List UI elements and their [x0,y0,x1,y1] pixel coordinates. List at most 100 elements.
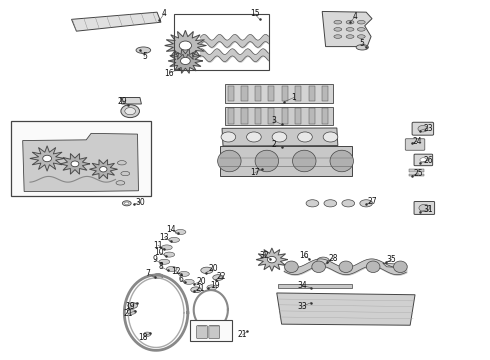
Polygon shape [23,134,139,192]
Ellipse shape [118,161,126,165]
Text: 13: 13 [160,233,169,242]
Text: 17: 17 [250,168,260,177]
Ellipse shape [128,303,138,309]
Bar [228,108,234,124]
Bar [11,121,151,196]
Text: 25: 25 [414,169,423,178]
Text: 4: 4 [162,9,167,18]
Bar [295,86,301,102]
Bar [282,108,288,124]
Ellipse shape [161,245,172,250]
Ellipse shape [293,150,316,172]
Ellipse shape [121,171,130,176]
Ellipse shape [334,21,342,24]
Text: 16: 16 [299,251,308,260]
Text: 5: 5 [143,52,147,61]
Text: 34: 34 [298,281,308,290]
Polygon shape [383,263,405,268]
Ellipse shape [393,261,407,273]
Ellipse shape [246,132,261,142]
Ellipse shape [312,261,325,273]
Ellipse shape [334,35,342,39]
Ellipse shape [323,132,338,142]
Polygon shape [277,293,415,325]
Text: 9: 9 [152,255,157,264]
Text: 1: 1 [292,93,296,102]
Ellipse shape [418,126,428,132]
Bar [409,174,424,176]
Ellipse shape [136,47,151,53]
Ellipse shape [201,267,213,274]
Text: 33: 33 [298,302,308,311]
Bar [322,86,328,102]
Ellipse shape [218,150,241,172]
Text: 21: 21 [196,284,205,293]
Bar [268,86,274,102]
Ellipse shape [346,21,354,24]
Polygon shape [256,248,288,271]
Text: 16: 16 [165,69,174,78]
Ellipse shape [346,35,354,39]
Ellipse shape [124,202,129,204]
Text: 15: 15 [250,9,260,18]
FancyBboxPatch shape [196,325,207,338]
Bar [255,86,261,102]
Text: 31: 31 [423,205,433,214]
Text: 29: 29 [117,96,127,105]
Bar [268,108,274,124]
Text: 21: 21 [124,309,133,318]
Ellipse shape [153,274,163,279]
Text: 28: 28 [328,254,338,263]
Ellipse shape [183,279,194,284]
Text: 5: 5 [360,39,365,48]
Polygon shape [168,49,202,73]
FancyBboxPatch shape [405,139,425,150]
Ellipse shape [255,150,278,172]
Text: 26: 26 [423,156,433,165]
Ellipse shape [342,200,355,207]
Text: 14: 14 [166,225,175,234]
Text: 8: 8 [159,262,163,271]
Ellipse shape [356,45,368,50]
Bar [228,86,234,102]
Ellipse shape [164,252,174,257]
Bar [174,14,270,69]
Ellipse shape [268,256,276,263]
Bar [242,108,247,124]
Ellipse shape [360,200,372,207]
Ellipse shape [334,28,342,31]
Bar [309,108,315,124]
Polygon shape [322,12,372,46]
Ellipse shape [367,261,380,273]
Polygon shape [72,12,161,31]
Ellipse shape [43,155,51,162]
Polygon shape [90,160,117,179]
Ellipse shape [125,108,136,115]
Text: 24: 24 [412,137,422,146]
Bar [409,169,424,172]
Polygon shape [121,98,142,104]
Text: 30: 30 [135,198,145,207]
Ellipse shape [357,21,365,24]
Bar [309,86,315,102]
Text: 20: 20 [208,265,218,274]
Ellipse shape [191,287,201,293]
Bar [282,86,288,102]
Ellipse shape [144,332,151,336]
Ellipse shape [180,57,190,64]
Ellipse shape [306,200,319,207]
Polygon shape [165,31,206,60]
Ellipse shape [346,28,354,31]
Ellipse shape [116,181,125,185]
Ellipse shape [71,161,79,167]
Polygon shape [60,154,90,174]
Text: 21: 21 [238,330,247,339]
Ellipse shape [179,41,192,50]
Text: 10: 10 [155,248,164,257]
Ellipse shape [317,257,329,264]
Ellipse shape [127,310,136,314]
Ellipse shape [419,204,430,212]
FancyBboxPatch shape [414,202,435,215]
Ellipse shape [207,285,217,290]
FancyBboxPatch shape [414,154,433,166]
